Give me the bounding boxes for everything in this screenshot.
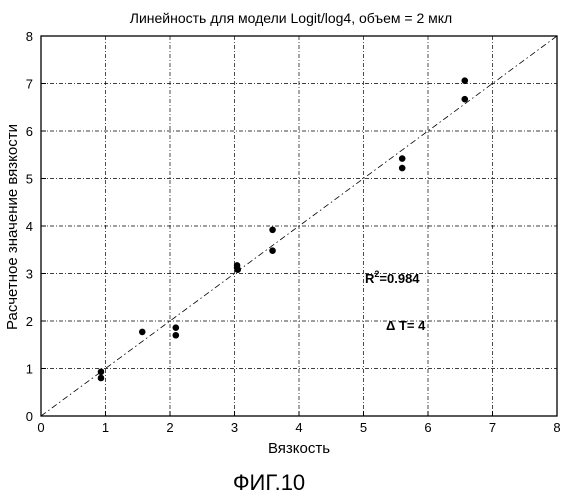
- data-point: [234, 266, 241, 273]
- y-axis-label: Расчетное значение вязкости: [4, 124, 21, 330]
- y-tick-label: 5: [26, 172, 33, 187]
- x-axis-label: Вязкость: [268, 440, 330, 457]
- data-point: [461, 77, 468, 84]
- r-squared-annotation: R2=0.984: [365, 269, 420, 286]
- chart-title: Линейность для модели Logit/log4, объем …: [130, 10, 452, 26]
- figure-caption: ФИГ.10: [233, 470, 305, 495]
- x-tick-label: 3: [231, 420, 238, 435]
- x-tick-label: 4: [295, 420, 302, 435]
- x-tick-label: 2: [166, 420, 173, 435]
- x-tick-label: 0: [37, 420, 44, 435]
- x-tick-label: 7: [489, 420, 496, 435]
- data-point: [98, 375, 105, 382]
- y-tick-label: 0: [26, 409, 33, 424]
- y-tick-label: 4: [26, 219, 33, 234]
- y-tick-labels: 0 1 2 3 4 5 6 7 8: [26, 29, 46, 424]
- x-tick-label: 5: [360, 420, 367, 435]
- data-point: [139, 329, 146, 336]
- y-tick-label: 1: [26, 362, 33, 377]
- delta-t-annotation: Δ T= 4: [386, 318, 426, 333]
- data-point: [173, 324, 180, 331]
- data-point: [461, 96, 468, 103]
- data-point: [98, 369, 105, 376]
- x-tick-label: 6: [424, 420, 431, 435]
- y-tick-label: 3: [26, 267, 33, 282]
- x-tick-label: 8: [553, 420, 560, 435]
- data-point: [399, 155, 406, 162]
- y-tick-label: 7: [26, 77, 33, 92]
- y-tick-label: 6: [26, 124, 33, 139]
- data-point: [173, 332, 180, 339]
- y-tick-label: 2: [26, 314, 33, 329]
- r-squared-value: =0.984: [379, 271, 420, 286]
- x-tick-label: 1: [102, 420, 109, 435]
- data-point: [399, 165, 406, 172]
- data-point: [269, 247, 276, 254]
- x-tick-labels: 0 1 2 3 4 5 6 7 8: [37, 411, 560, 435]
- y-tick-label: 8: [26, 29, 33, 44]
- data-point: [269, 227, 276, 234]
- points-group: [98, 77, 468, 381]
